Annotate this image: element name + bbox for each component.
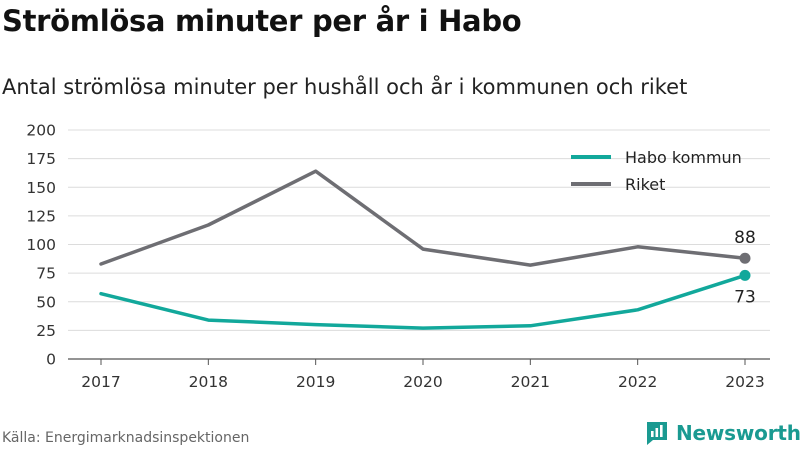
line-chart: 0 25 50 75 100 125 150 175 200 2017 2018 2019 2020 20… [26, 122, 770, 391]
x-tick-label: 2022 [618, 373, 657, 391]
y-tick-label: 200 [26, 122, 56, 140]
legend-label: Habo kommun [625, 148, 742, 167]
chart-subtitle: Antal strömlösa minuter per hushåll och … [2, 75, 688, 99]
x-tick-label: 2019 [296, 373, 335, 391]
y-tick-label: 75 [36, 265, 56, 283]
x-tick-label: 2017 [81, 373, 120, 391]
x-tick-label: 2020 [403, 373, 442, 391]
legend-label: Riket [625, 175, 665, 194]
series-end-point [739, 252, 751, 264]
brand-logo: Newsworthy [645, 420, 800, 446]
series-line-habo-kommun [99, 273, 747, 330]
series-end-point [739, 269, 751, 281]
chart-title: Strömlösa minuter per år i Habo [2, 4, 522, 38]
x-tick-label: 2021 [511, 373, 550, 391]
y-tick-label: 150 [26, 179, 56, 197]
y-tick-label: 175 [26, 150, 56, 168]
y-tick-label: 50 [36, 293, 56, 311]
end-label-habo: 73 [734, 287, 756, 307]
x-tick-label: 2018 [189, 373, 228, 391]
y-tick-label: 0 [46, 351, 56, 369]
y-tick-label: 125 [26, 207, 56, 225]
y-tick-label: 25 [36, 322, 56, 340]
newsworthy-icon [647, 422, 667, 445]
series-line-riket [99, 169, 747, 267]
y-tick-label: 100 [26, 236, 56, 254]
source-note: Källa: Energimarknadsinspektionen [2, 430, 250, 446]
brand-name: Newsworthy [676, 421, 800, 445]
end-label-riket: 88 [734, 228, 756, 248]
x-tick-label: 2023 [725, 373, 764, 391]
